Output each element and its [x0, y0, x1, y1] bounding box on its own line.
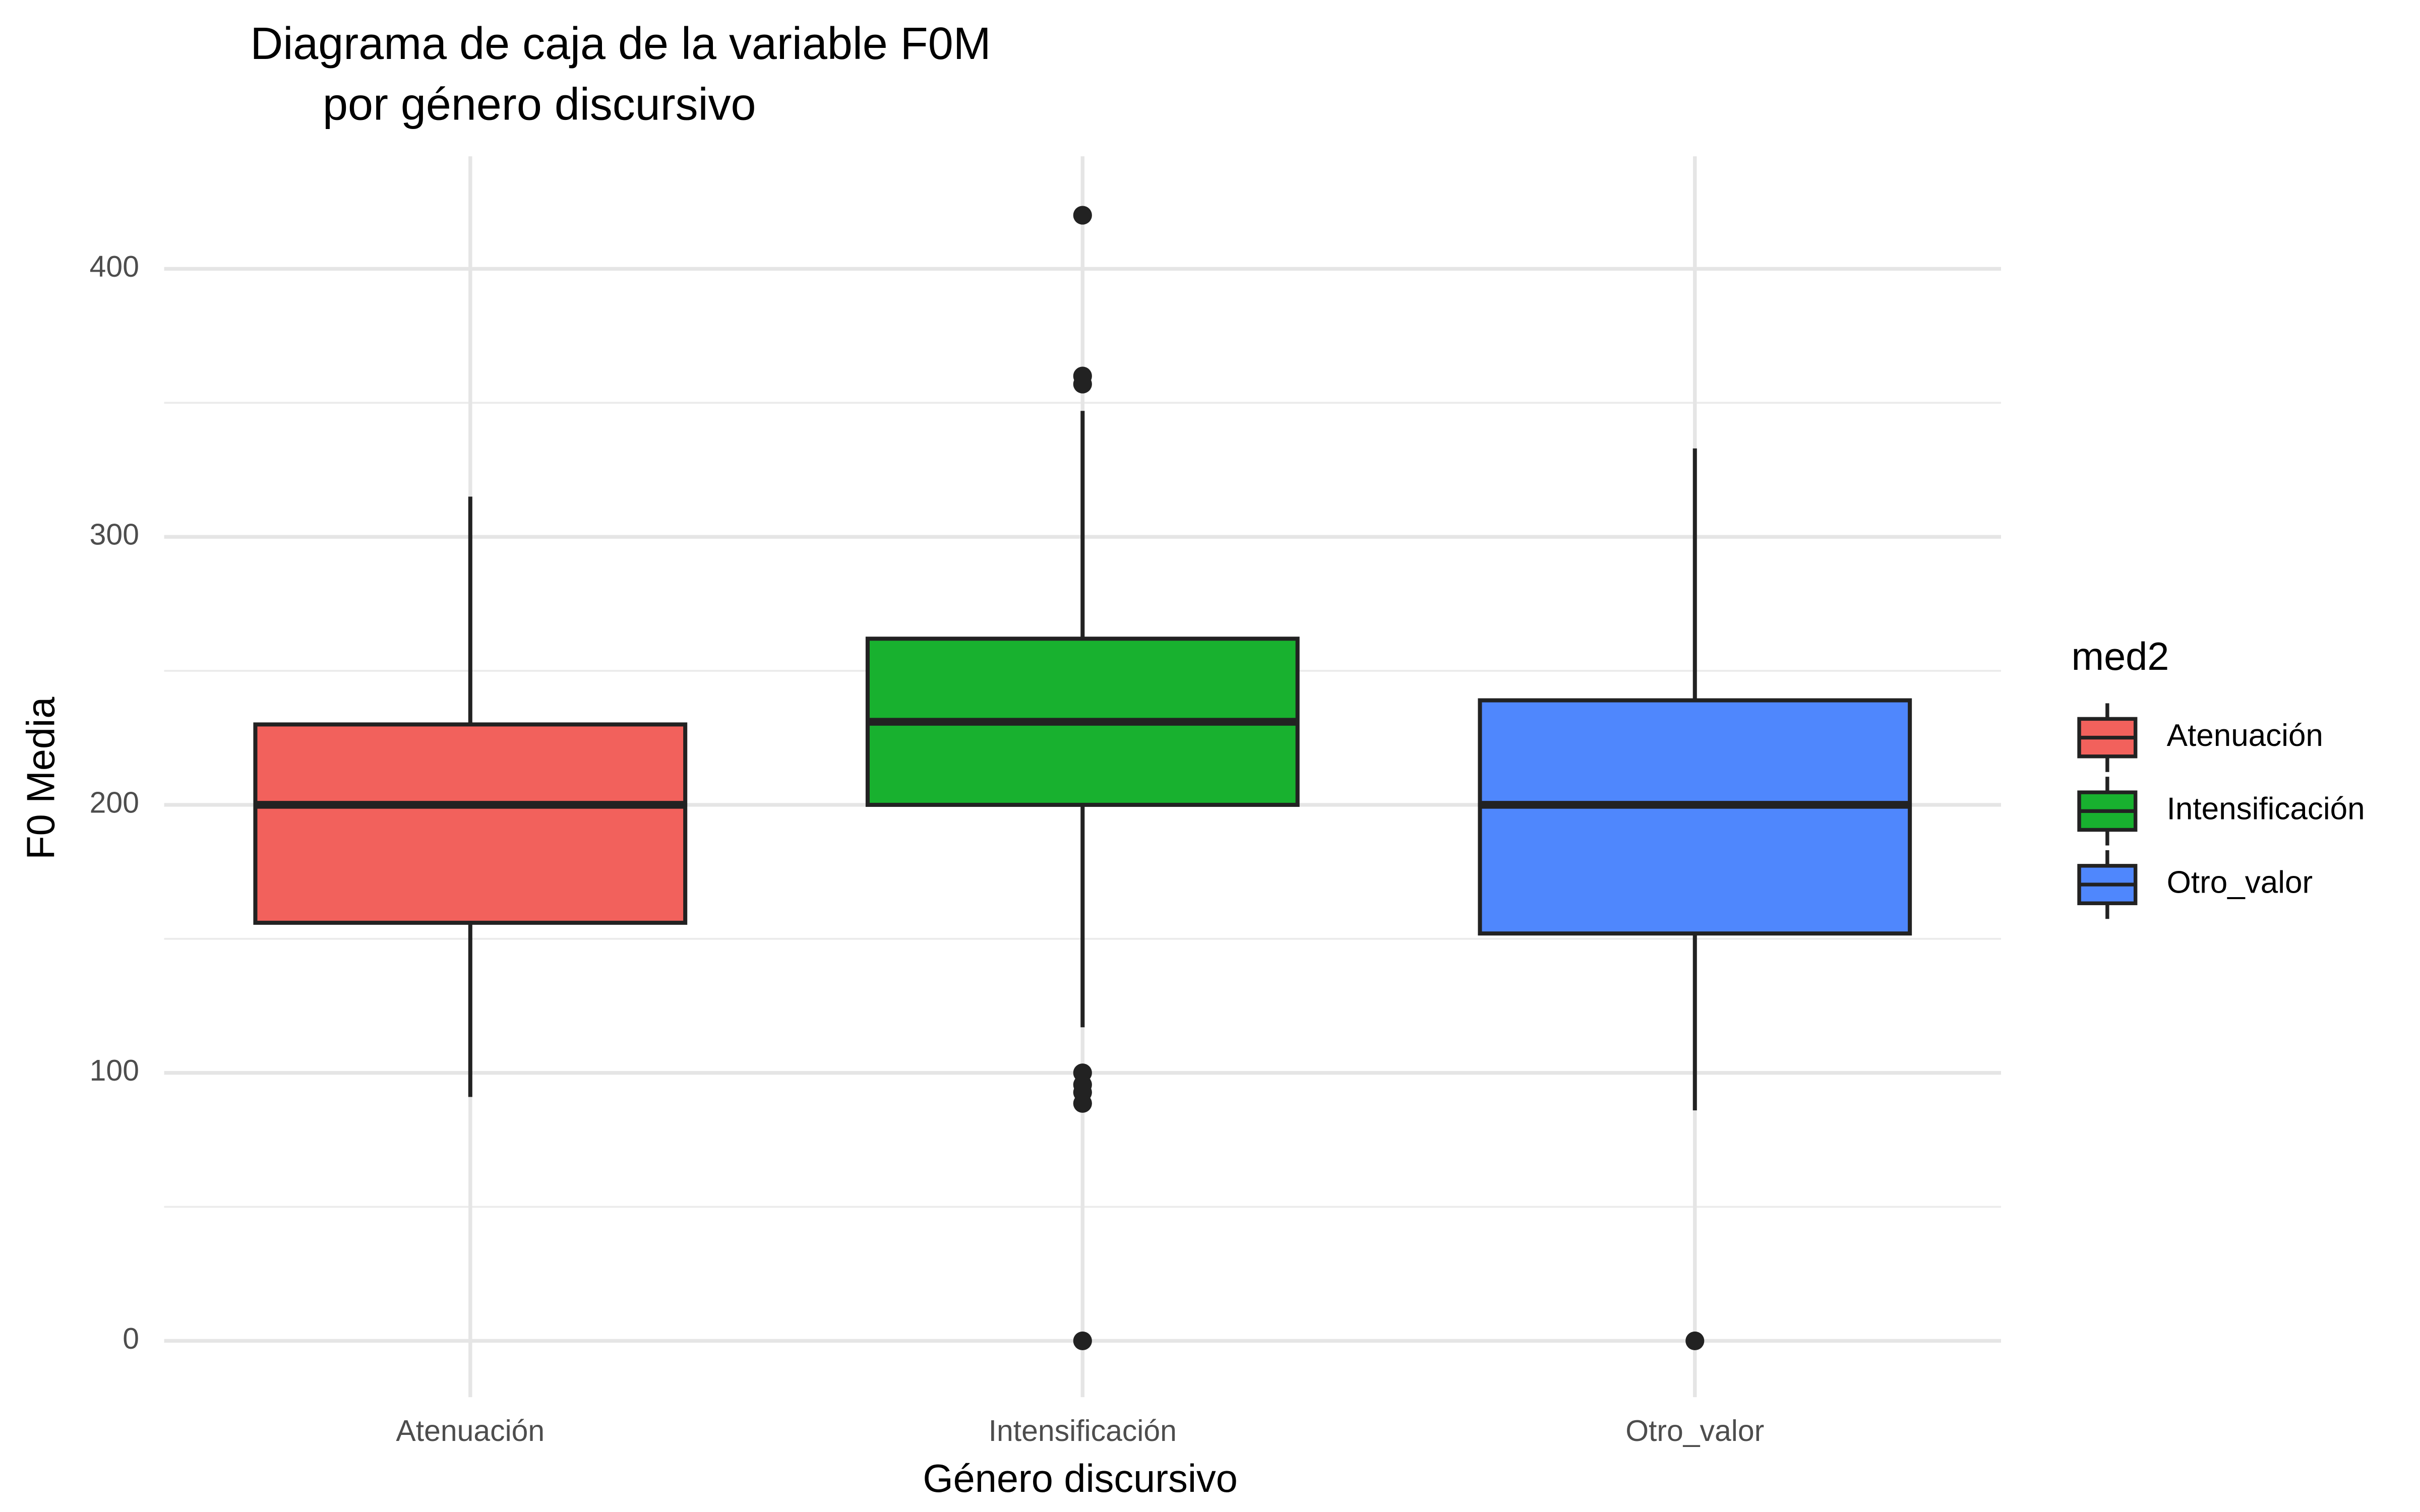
- y-tick-label: 300: [90, 519, 139, 551]
- x-tick-label: Intensificación: [989, 1415, 1177, 1447]
- y-tick-label: 100: [90, 1054, 139, 1087]
- y-tick-label: 0: [123, 1322, 139, 1355]
- y-axis-title: F0 Media: [19, 697, 63, 860]
- box: [253, 722, 688, 925]
- x-axis-title: Género discursivo: [923, 1457, 1238, 1500]
- legend-label: Atenuación: [2167, 718, 2323, 753]
- outlier: [1073, 206, 1092, 225]
- outlier: [1073, 374, 1092, 394]
- plot: [253, 206, 1912, 1351]
- outlier: [1685, 1331, 1705, 1351]
- legend-title: med2: [2072, 635, 2169, 678]
- chart-title: Diagrama de caja de la variable F0M: [250, 19, 991, 69]
- legend-label: Intensificación: [2167, 792, 2365, 827]
- chart-title: por género discursivo: [323, 80, 756, 130]
- legend-label: Otro_valor: [2167, 865, 2313, 900]
- outlier: [1073, 1331, 1092, 1351]
- y-tick-label: 200: [90, 786, 139, 819]
- x-tick-label: Otro_valor: [1625, 1415, 1764, 1447]
- y-tick-label: 400: [90, 250, 139, 283]
- outlier: [1073, 1094, 1092, 1113]
- x-tick-label: Atenuación: [396, 1415, 544, 1447]
- box: [1478, 698, 1912, 936]
